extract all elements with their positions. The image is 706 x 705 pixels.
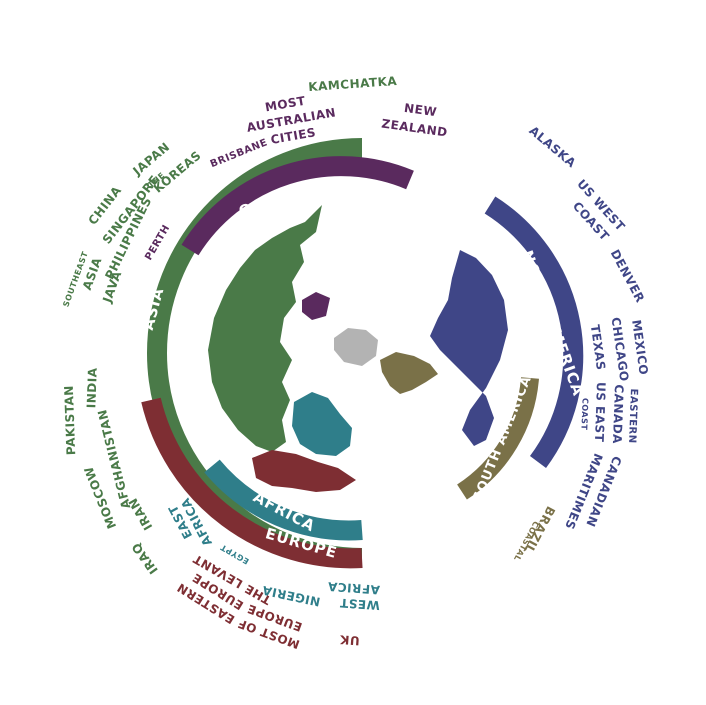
label-uk: UK: [339, 632, 360, 647]
antarctica-landmass: [334, 328, 378, 366]
oceania-band: [181, 156, 414, 256]
label-iran: IRAN: [126, 495, 156, 532]
oceania-landmass: [302, 292, 330, 320]
africa-band: [204, 459, 363, 541]
south-america-landmass: [380, 352, 438, 394]
label-us-east: US EAST: [592, 382, 608, 443]
south-america-band: [456, 377, 539, 500]
landmasses: [208, 205, 508, 492]
north-america-band: [484, 196, 584, 468]
label-iraq: IRAQ: [129, 540, 161, 577]
label-kamchatka: KAMCHATKA: [308, 74, 398, 94]
europe-band: [141, 397, 363, 569]
label-alaska: ALASKA: [526, 123, 578, 170]
label-egypt: EGYPT: [219, 542, 251, 566]
label-canada: CANADA: [610, 384, 626, 444]
label-pakistan: PAKISTAN: [62, 385, 78, 455]
label-perth: PERTH: [143, 223, 172, 262]
south-america-place-labels: COASTAL BRAZIL: [512, 504, 558, 563]
label-eastern: EASTERN: [626, 388, 639, 443]
label-zealand: ZEALAND: [381, 116, 449, 139]
north-america-landmass: [430, 250, 508, 446]
label-chicago: CHICAGO: [609, 316, 632, 382]
label-denver: DENVER: [608, 247, 648, 305]
label-india: INDIA: [84, 367, 99, 408]
label-texas: TEXAS: [588, 324, 608, 372]
label-brazil: BRAZIL: [521, 504, 558, 556]
label-mexico: MEXICO: [629, 319, 651, 376]
europe-landmass: [252, 450, 356, 492]
label-west: WEST: [339, 596, 380, 613]
label-us-east-coast: COAST: [579, 398, 589, 431]
label-west-africa: AFRICA: [327, 579, 380, 597]
label-new: NEW: [403, 101, 438, 119]
asia-landmass: [208, 205, 322, 452]
region-bands: [141, 138, 584, 569]
africa-landmass: [292, 392, 352, 456]
